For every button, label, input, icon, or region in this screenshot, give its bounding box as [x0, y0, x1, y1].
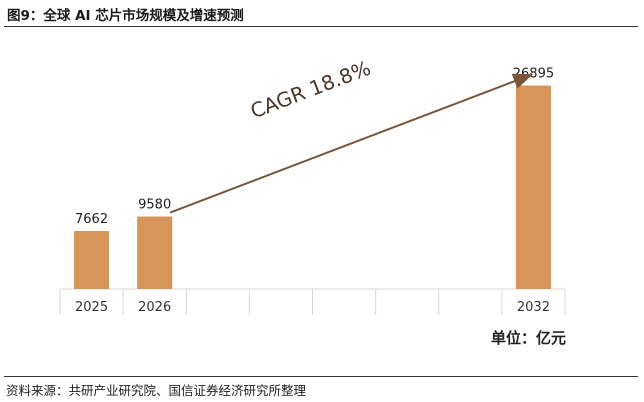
figure-title: 图9：全球 AI 芯片市场规模及增速预测 [7, 8, 244, 24]
category-dividers [59, 288, 566, 315]
bar-2032 [515, 85, 551, 289]
bars [74, 85, 551, 289]
unit-label: 单位：亿元 [490, 329, 566, 347]
source-note: 资料来源：共研产业研究院、国信证券经济研究所整理 [6, 383, 307, 398]
x-tick-2025: 2025 [75, 300, 108, 315]
cagr-label: CAGR 18.8% [247, 56, 374, 124]
source-rule [4, 376, 638, 377]
cagr-arrow [169, 73, 534, 214]
bar-2025 [74, 231, 110, 289]
cagr-annotation: CAGR 18.8% [169, 56, 534, 214]
data-label-2025: 7662 [75, 212, 108, 227]
x-tick-2026: 2026 [138, 300, 171, 315]
data-label-2026: 9580 [138, 198, 171, 213]
x-axis-ticks: 2025 2026 2032 [75, 300, 550, 315]
x-tick-2032: 2032 [517, 300, 550, 315]
bar-2026 [137, 216, 173, 289]
title-rule [4, 26, 638, 27]
